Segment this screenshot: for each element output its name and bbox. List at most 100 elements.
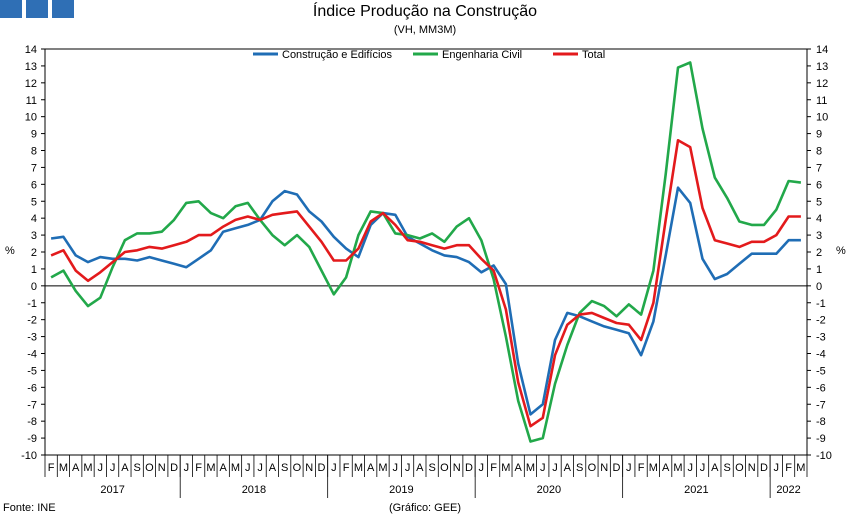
y-tick-label: -4 xyxy=(27,349,37,361)
x-month-label: M xyxy=(378,462,387,474)
x-month-label: F xyxy=(490,462,497,474)
x-month-label: M xyxy=(649,462,658,474)
y-tick-label-right: 9 xyxy=(816,129,822,141)
y-tick-label: -10 xyxy=(21,450,37,462)
x-month-label: N xyxy=(748,462,756,474)
y-tick-label-right: -8 xyxy=(816,416,826,428)
y-tick-label-right: -4 xyxy=(816,349,826,361)
y-tick-label-right: 3 xyxy=(816,230,822,242)
x-month-label: O xyxy=(735,462,744,474)
x-month-label: N xyxy=(600,462,608,474)
x-month-label: J xyxy=(98,462,104,474)
y-tick-label-right: -3 xyxy=(816,332,826,344)
y-axis-unit-left: % xyxy=(5,245,15,257)
y-tick-label: 11 xyxy=(26,95,37,107)
x-year-label: 2021 xyxy=(684,484,708,496)
x-month-label: N xyxy=(453,462,461,474)
y-tick-label: 2 xyxy=(31,247,37,259)
x-month-label: J xyxy=(405,462,411,474)
y-tick-label: 3 xyxy=(31,230,37,242)
y-tick-label: 14 xyxy=(25,44,37,56)
y-tick-label: -1 xyxy=(27,298,37,310)
y-tick-label-right: -6 xyxy=(816,382,826,394)
x-month-label: O xyxy=(293,462,302,474)
y-tick-label: -9 xyxy=(27,433,37,445)
x-year-label: 2019 xyxy=(389,484,413,496)
y-tick-label-right: -7 xyxy=(816,399,826,411)
x-month-label: N xyxy=(158,462,166,474)
x-month-label: A xyxy=(72,462,80,474)
x-month-label: M xyxy=(796,462,805,474)
legend-label: Engenharia Civil xyxy=(442,49,522,61)
x-month-label: M xyxy=(501,462,510,474)
x-month-label: A xyxy=(367,462,375,474)
y-tick-label: 13 xyxy=(25,61,37,73)
x-month-label: S xyxy=(134,462,141,474)
x-month-label: A xyxy=(269,462,277,474)
y-tick-label: 4 xyxy=(31,213,37,225)
x-month-label: J xyxy=(626,462,632,474)
x-month-label: D xyxy=(613,462,621,474)
x-month-label: M xyxy=(673,462,682,474)
y-tick-label: 0 xyxy=(31,281,37,293)
series-line xyxy=(50,186,801,416)
x-month-label: J xyxy=(257,462,263,474)
y-tick-label-right: -10 xyxy=(816,450,832,462)
y-tick-label-right: -1 xyxy=(816,298,826,310)
x-month-label: D xyxy=(318,462,326,474)
x-month-label: M xyxy=(83,462,92,474)
series-line xyxy=(50,139,801,428)
x-year-label: 2022 xyxy=(776,484,800,496)
x-month-label: D xyxy=(170,462,178,474)
y-tick-label: -8 xyxy=(27,416,37,428)
y-tick-label-right: 11 xyxy=(816,95,827,107)
x-month-label: A xyxy=(564,462,572,474)
y-tick-label: -3 xyxy=(27,332,37,344)
y-tick-label-right: 7 xyxy=(816,162,822,174)
x-month-label: J xyxy=(331,462,337,474)
y-tick-label-right: -9 xyxy=(816,433,826,445)
x-month-label: S xyxy=(576,462,583,474)
x-month-label: J xyxy=(700,462,706,474)
x-month-label: J xyxy=(184,462,190,474)
x-month-label: M xyxy=(526,462,535,474)
x-month-label: M xyxy=(206,462,215,474)
x-month-label: A xyxy=(416,462,424,474)
chart-subtitle: (VH, MM3M) xyxy=(393,24,457,36)
y-tick-label: 9 xyxy=(31,129,37,141)
x-year-label: 2018 xyxy=(242,484,266,496)
logo-block xyxy=(26,0,48,18)
y-tick-label: 1 xyxy=(31,264,37,276)
x-month-label: A xyxy=(711,462,719,474)
x-year-label: 2017 xyxy=(100,484,124,496)
x-month-label: F xyxy=(638,462,645,474)
x-month-label: F xyxy=(48,462,55,474)
x-month-label: A xyxy=(662,462,670,474)
y-tick-label: -2 xyxy=(27,315,37,327)
x-month-label: J xyxy=(687,462,693,474)
chart-title: Índice Produção na Construção xyxy=(312,3,538,20)
graph-credit: (Gráfico: GEE) xyxy=(388,502,462,514)
y-tick-label-right: 5 xyxy=(816,196,822,208)
y-tick-label-right: 14 xyxy=(816,44,828,56)
y-tick-label-right: 0 xyxy=(816,281,822,293)
y-tick-label: -5 xyxy=(27,365,37,377)
y-tick-label-right: 10 xyxy=(816,112,828,124)
x-month-label: A xyxy=(515,462,523,474)
y-tick-label: -7 xyxy=(27,399,37,411)
x-month-label: A xyxy=(121,462,129,474)
x-month-label: J xyxy=(479,462,485,474)
x-month-label: D xyxy=(465,462,473,474)
legend-label: Total xyxy=(582,49,605,61)
y-tick-label: 12 xyxy=(25,78,37,90)
y-axis-unit-right: % xyxy=(836,245,846,257)
x-month-label: J xyxy=(393,462,399,474)
y-tick-label-right: 2 xyxy=(816,247,822,259)
x-month-label: S xyxy=(281,462,288,474)
x-month-label: O xyxy=(440,462,449,474)
gee-logo xyxy=(0,0,74,18)
y-tick-label: -6 xyxy=(27,382,37,394)
y-tick-label: 5 xyxy=(31,196,37,208)
x-month-label: J xyxy=(552,462,558,474)
